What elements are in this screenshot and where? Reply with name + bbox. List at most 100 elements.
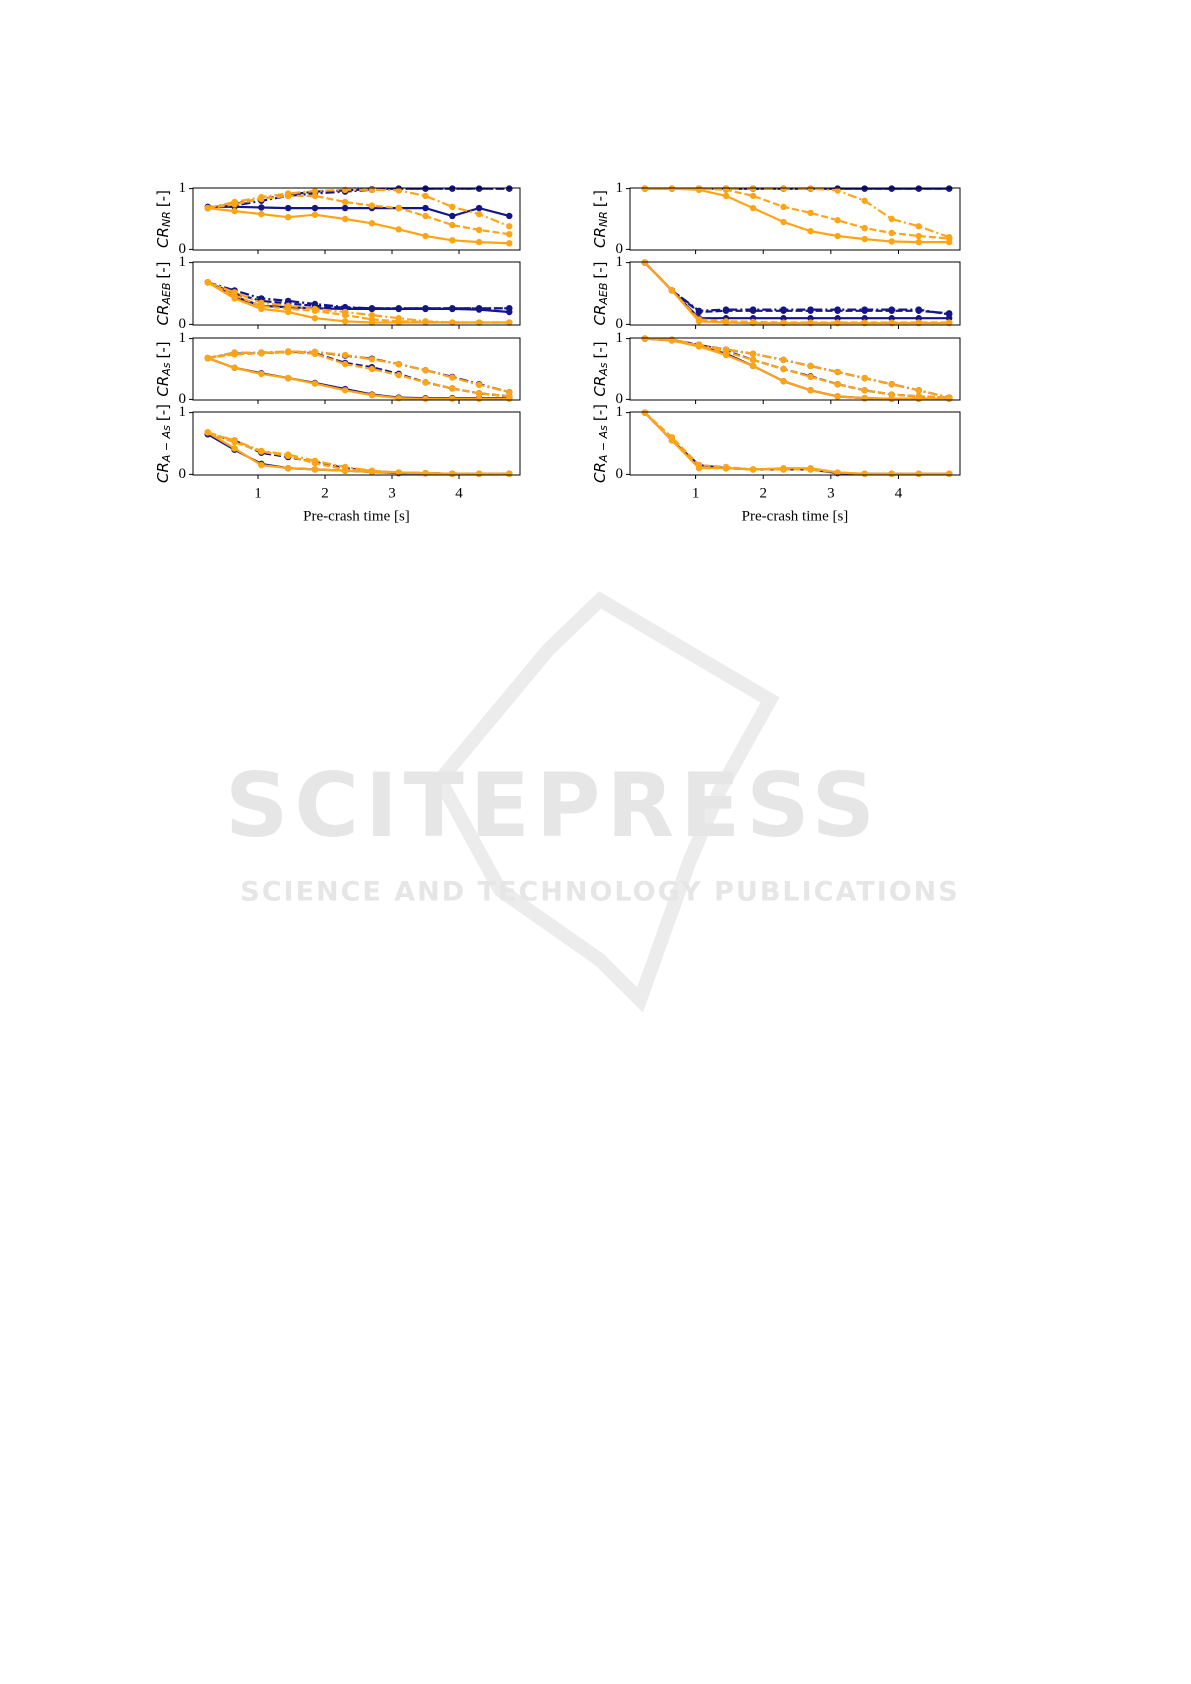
data-point [422,185,429,192]
data-point [945,234,953,241]
data-point [861,387,868,394]
y-tick-label: 0 [179,241,187,257]
data-point [506,185,513,192]
data-point [749,466,757,473]
data-point [475,204,483,212]
data-point [749,306,757,313]
data-point [807,373,814,381]
x-tick-label: 1 [692,485,700,501]
data-point [695,307,703,314]
watermark: SCITEPRESS SCIENCE AND TECHNOLOGY PUBLIC… [225,591,959,1013]
data-point [395,315,402,322]
series-line [207,357,510,400]
x-tick-label: 1 [254,485,262,501]
data-point [341,204,349,212]
data-point [395,187,402,194]
data-point [449,470,456,477]
data-point [722,463,730,471]
data-point [695,341,703,348]
data-point [888,215,895,223]
data-point [341,463,349,471]
series-line [207,431,510,475]
watermark-logo [431,591,780,1013]
y-label-sub: A − As [597,425,610,463]
data-point [284,374,292,382]
data-point [368,311,376,319]
series-line [644,261,950,324]
data-point [475,238,483,246]
data-point [475,210,483,218]
data-point [506,388,513,396]
data-point [888,229,895,237]
data-point [807,362,814,370]
data-point [749,356,757,364]
series-line [644,261,950,316]
y-label-main: CR [591,305,609,326]
data-point [395,305,402,312]
data-point [915,393,922,400]
data-point [641,335,649,342]
y-axis-label: CRA − As [-] [591,404,611,483]
data-point [506,230,513,238]
data-point [834,393,841,400]
data-point [422,212,429,220]
data-point [449,319,456,326]
data-point [834,217,841,224]
data-point [395,360,402,368]
series-line [644,187,950,244]
x-tick-label: 4 [895,485,903,501]
data-point [341,303,349,311]
y-tick-label: 0 [179,466,187,482]
x-tick-label: 3 [388,485,396,501]
data-point [945,319,953,326]
y-tick-label: 0 [616,241,624,257]
y-label-sub: NR [597,211,610,227]
series-line [207,431,510,475]
subplot: 0 1 CRAEB [-] [154,254,521,332]
x-axis-label: Pre-crash time [s] [303,508,410,524]
data-point [915,470,922,477]
data-point [668,185,676,192]
data-point [915,232,922,240]
data-point [749,350,757,358]
watermark-subtitle: SCIENCE AND TECHNOLOGY PUBLICATIONS [240,877,959,908]
data-point [888,470,895,477]
data-point [668,434,676,441]
data-point [284,451,292,458]
y-label-main: CR [591,462,609,483]
data-point [749,362,757,370]
data-point [695,316,703,323]
series-line [644,261,950,325]
data-point [258,210,265,218]
data-point [341,360,349,368]
data-point [861,224,868,232]
axes-frame [192,337,521,401]
data-point [311,305,319,313]
subplot: 0 1 CRAs [-] [591,330,961,407]
data-point [780,218,787,226]
data-point [231,364,238,371]
series-line [207,431,510,475]
watermark-title: SCITEPRESS [225,754,881,857]
y-label-sub: As [597,362,610,377]
data-point [231,445,238,452]
data-point [780,466,787,473]
data-point [204,429,211,436]
data-point [506,319,513,326]
subplot: 0 1 CRNR [-] [591,180,961,257]
data-point [368,391,376,399]
data-point [311,466,319,473]
y-axis-label: CRAs [-] [154,341,174,396]
plot-area [204,279,513,326]
data-point [341,351,349,359]
data-point [395,204,402,212]
series-line [644,337,950,399]
data-point [311,348,319,356]
data-point [258,349,265,356]
data-point [395,469,402,476]
data-point [695,185,703,192]
data-point [780,365,787,373]
x-tick-label: 3 [827,485,835,501]
data-point [395,371,402,379]
